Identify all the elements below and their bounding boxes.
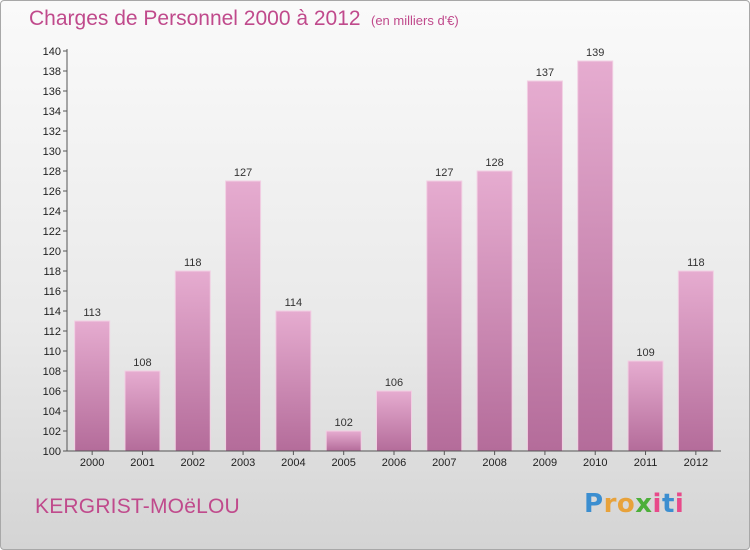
logo-letter: x — [635, 489, 653, 519]
bar-2011 — [627, 360, 664, 452]
y-tick-label: 126 — [43, 186, 61, 198]
x-tick-label-2009: 2009 — [533, 457, 557, 469]
x-tick-label-2003: 2003 — [231, 457, 255, 469]
bar-2007 — [426, 180, 463, 452]
x-tick-label-2012: 2012 — [684, 457, 708, 469]
logo-letter: i — [652, 489, 662, 519]
value-label-2004: 114 — [285, 297, 303, 309]
logo-letter: i — [674, 489, 685, 519]
x-tick-label-2010: 2010 — [583, 457, 607, 469]
logo-letter: r — [603, 489, 617, 519]
x-tick-label-2011: 2011 — [634, 457, 658, 469]
logo-letter: o — [616, 489, 636, 519]
y-tick-label: 140 — [43, 46, 61, 58]
bar-2002 — [174, 270, 211, 452]
value-label-2005: 102 — [335, 417, 353, 429]
value-label-2001: 108 — [133, 357, 151, 369]
y-tick-label: 116 — [43, 286, 61, 298]
bar-2009 — [526, 80, 563, 452]
y-tick-label: 106 — [43, 386, 61, 398]
value-label-2012: 118 — [687, 257, 705, 269]
y-tick-label: 124 — [43, 206, 61, 218]
bar-2008 — [476, 170, 513, 452]
proxiti-logo: Proxiti — [584, 489, 684, 519]
y-tick-label: 132 — [43, 126, 61, 138]
y-tick-label: 104 — [43, 406, 61, 418]
x-tick-label-2007: 2007 — [432, 457, 456, 469]
value-label-2000: 113 — [83, 307, 101, 319]
y-tick-label: 120 — [43, 246, 61, 258]
bar-2003 — [225, 180, 262, 452]
x-tick-label-2006: 2006 — [382, 457, 406, 469]
y-tick-label: 108 — [43, 366, 61, 378]
x-tick-label-2001: 2001 — [130, 457, 154, 469]
value-label-2007: 127 — [435, 167, 453, 179]
y-tick-label: 112 — [43, 326, 61, 338]
value-label-2006: 106 — [385, 377, 403, 389]
y-tick-label: 114 — [43, 306, 61, 318]
commune-name: KERGRIST-MOëLOU — [35, 495, 240, 518]
y-tick-label: 100 — [43, 446, 61, 458]
bar-2010 — [577, 60, 614, 452]
bar-2004 — [275, 310, 312, 452]
bar-2012 — [677, 270, 714, 452]
x-tick-label-2004: 2004 — [281, 457, 305, 469]
x-tick-label-2008: 2008 — [482, 457, 506, 469]
x-tick-label-2002: 2002 — [181, 457, 205, 469]
bar-2005 — [325, 430, 362, 452]
logo-letter: t — [661, 489, 675, 519]
y-tick-label: 138 — [43, 66, 61, 78]
value-label-2010: 139 — [586, 47, 604, 59]
value-label-2011: 109 — [636, 347, 654, 359]
y-tick-label: 118 — [43, 266, 61, 278]
y-tick-label: 102 — [43, 426, 61, 438]
bar-2001 — [124, 370, 161, 452]
value-label-2009: 137 — [536, 67, 554, 79]
y-tick-label: 136 — [43, 86, 61, 98]
bar-2000 — [74, 320, 111, 452]
value-label-2008: 128 — [485, 157, 503, 169]
value-label-2002: 118 — [184, 257, 202, 269]
chart-subtitle: (en milliers d'€) — [371, 13, 459, 28]
y-tick-label: 130 — [43, 146, 61, 158]
y-tick-label: 134 — [43, 106, 61, 118]
y-tick-label: 122 — [43, 226, 61, 238]
chart-title: Charges de Personnel 2000 à 2012 — [29, 7, 361, 30]
value-label-2003: 127 — [234, 167, 252, 179]
y-tick-label: 128 — [43, 166, 61, 178]
y-tick-label: 110 — [43, 346, 61, 358]
bar-2006 — [376, 390, 412, 452]
logo-letter: P — [584, 489, 604, 519]
x-tick-label-2005: 2005 — [331, 457, 355, 469]
x-tick-label-2000: 2000 — [80, 457, 104, 469]
